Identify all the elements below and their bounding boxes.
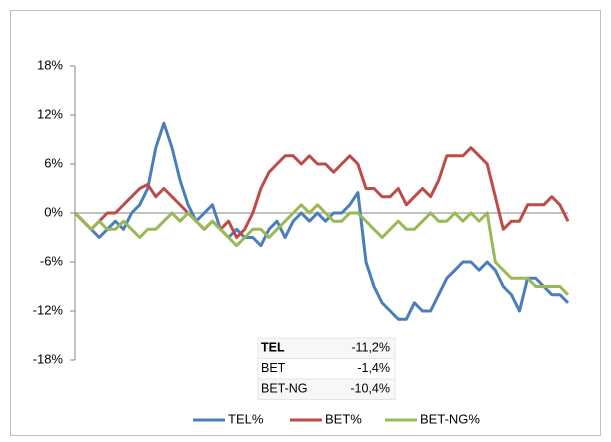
legend-label: BET% [325,411,362,426]
table-row [257,378,396,400]
legend-label: BET-NG% [420,411,480,426]
series-line [73,203,570,296]
y-tick-label: 6% [44,155,63,170]
table-label: BET [261,361,286,375]
series-line [73,121,570,321]
y-tick-label: 12% [37,106,63,121]
legend-label: TEL% [228,411,264,426]
y-tick-label: 18% [37,57,63,72]
y-tick-label: 0% [44,204,63,219]
y-tick-label: -18% [33,351,64,366]
table-value: -1,4% [357,361,390,375]
table-label: TEL [261,341,285,355]
series-line [73,146,570,239]
table-label: BET-NG [261,382,308,396]
y-tick-label: -12% [33,302,64,317]
y-tick-label: -6% [40,253,64,268]
table-value: -11,2% [351,341,390,355]
table-value: -10,4% [350,382,390,396]
